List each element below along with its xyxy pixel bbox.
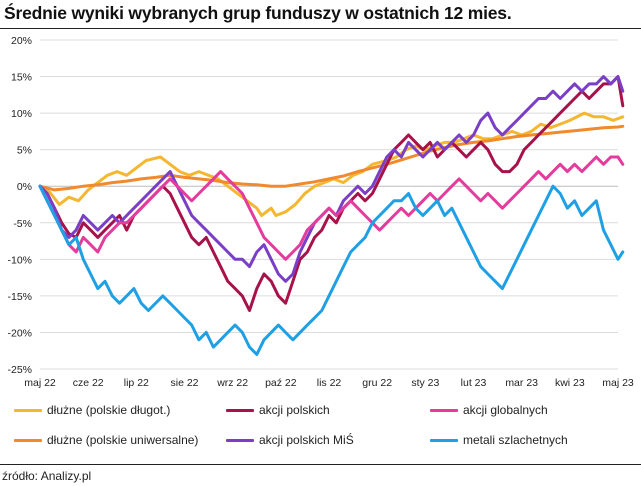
legend-label: dłużne (polskie długot.) (47, 403, 171, 417)
x-tick-label: sie 22 (170, 377, 198, 389)
y-tick-label: -5% (13, 218, 32, 230)
legend-item: metali szlachetnych (430, 432, 568, 448)
x-tick-label: lut 23 (461, 377, 487, 389)
series-line (38, 184, 625, 356)
footer-divider (0, 464, 641, 465)
gridlines (40, 39, 618, 370)
legend-item: akcji globalnych (430, 402, 548, 418)
y-tick-label: -10% (7, 254, 32, 266)
legend-label: akcji polskich MiŚ (259, 433, 354, 447)
x-tick-label: lis 22 (317, 377, 342, 389)
y-tick-label: 15% (11, 72, 32, 84)
series-lines (38, 75, 625, 356)
x-tick-label: cze 22 (73, 377, 104, 389)
series-line (38, 124, 625, 192)
legend-label: akcji globalnych (463, 403, 548, 417)
y-tick-label: -20% (7, 327, 32, 339)
legend-swatch (14, 408, 42, 412)
legend-item: akcji polskich MiŚ (226, 432, 354, 448)
legend-item: akcji polskich (226, 402, 330, 418)
legend-label: dłużne (polskie uniwersalne) (47, 433, 199, 447)
y-tick-label: 10% (11, 108, 32, 120)
x-tick-label: maj 22 (24, 377, 56, 389)
chart-title: Średnie wyniki wybranych grup funduszy w… (4, 3, 512, 23)
x-tick-label: lip 22 (124, 377, 149, 389)
y-tick-label: -25% (7, 364, 32, 376)
y-tick-label: -15% (7, 291, 32, 303)
legend: dłużne (polskie długot.) akcji polskich ak… (0, 398, 641, 458)
y-axis: 20% 15% 10% 5% 0% -5% -10% -15% -20% -25% (7, 35, 32, 376)
legend-item: dłużne (polskie uniwersalne) (14, 432, 198, 448)
title-divider (0, 28, 641, 29)
x-tick-label: gru 22 (362, 377, 392, 389)
series-line (38, 155, 625, 261)
legend-swatch (226, 438, 254, 442)
legend-label: akcji polskich (259, 403, 330, 417)
source-note: źródło: Analizy.pl (2, 469, 92, 483)
x-tick-label: wrz 22 (216, 377, 248, 389)
legend-swatch (226, 408, 254, 412)
y-tick-label: 5% (17, 145, 32, 157)
legend-item: dłużne (polskie długot.) (14, 402, 170, 418)
x-tick-label: sty 23 (411, 377, 439, 389)
y-tick-label: 0% (17, 181, 32, 193)
x-tick-label: mar 23 (505, 377, 538, 389)
legend-label: metali szlachetnych (463, 433, 568, 447)
legend-swatch (430, 408, 458, 412)
series-line (38, 111, 625, 217)
x-tick-label: kwi 23 (555, 377, 585, 389)
x-tick-label: paź 22 (265, 377, 297, 389)
legend-swatch (430, 438, 458, 442)
x-axis: maj 22 cze 22 lip 22 sie 22 wrz 22 paź 22 lis … (24, 377, 634, 389)
legend-swatch (14, 438, 42, 442)
y-tick-label: 20% (11, 35, 32, 47)
line-chart: 20% 15% 10% 5% 0% -5% -10% -15% -20% -25% maj 22 c… (7, 35, 634, 389)
series-line (38, 75, 625, 312)
x-tick-label: maj 23 (602, 377, 634, 389)
